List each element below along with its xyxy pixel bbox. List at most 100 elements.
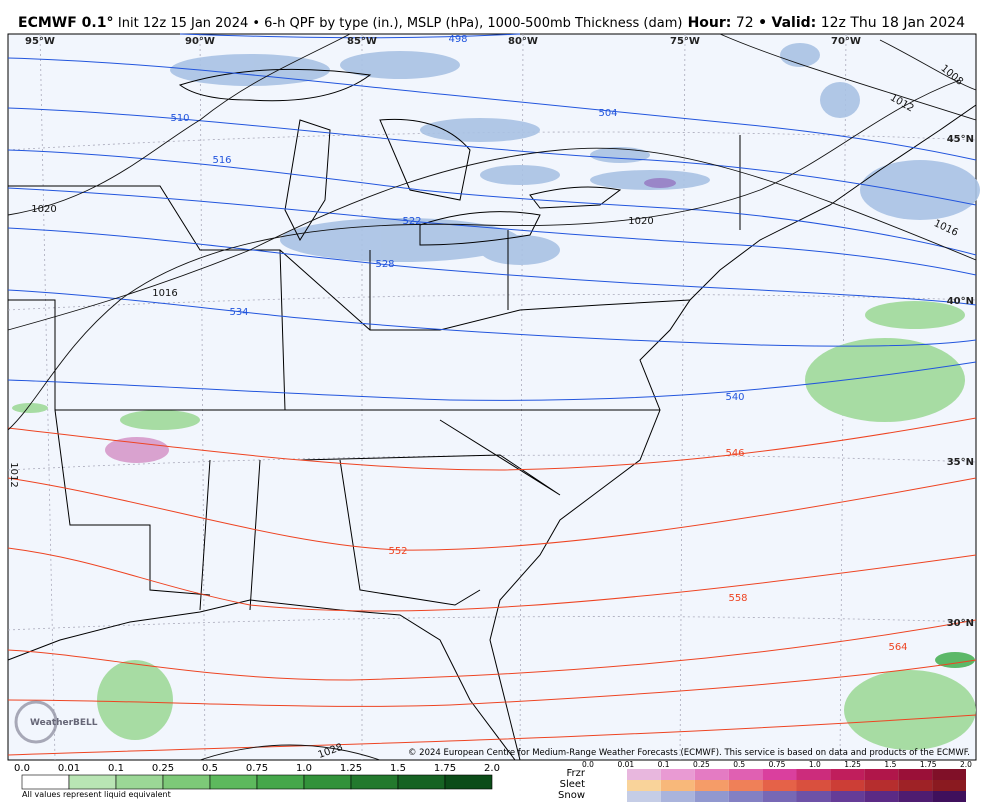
pressure-label: 1020 (31, 204, 56, 215)
mix-swatch (830, 780, 865, 791)
rain-swatch (397, 774, 446, 790)
type-label: Snow (558, 790, 585, 801)
model: ECMWF 0.1° (18, 15, 113, 31)
mix-swatch (898, 791, 933, 802)
mix-swatch (830, 791, 865, 802)
pressure-label: 1016 (152, 288, 177, 299)
legend-note: All values represent liquid equivalent (22, 790, 171, 799)
mix-swatch (796, 780, 831, 791)
type-label: Frzr (567, 768, 586, 779)
latitude-labels: 45°N 40°N 35°N 30°N (947, 134, 974, 629)
title: ECMWF 0.1° Init 12z 15 Jan 2024 • 6-h QP… (18, 15, 682, 31)
mix-swatch (762, 791, 797, 802)
lat-label: 40°N (947, 296, 974, 307)
rain-tick-label: 0.0 (14, 763, 30, 774)
lat-label: 30°N (947, 618, 974, 629)
mix-swatch (728, 791, 763, 802)
lon-label: 70°W (831, 36, 861, 47)
valid-label: Valid: (772, 15, 817, 31)
thickness-label: 504 (598, 108, 617, 119)
thickness-label: 540 (725, 392, 744, 403)
mix-tick-label: 0.25 (693, 760, 710, 769)
lon-label: 95°W (25, 36, 55, 47)
thickness-label: 510 (170, 113, 189, 124)
legend: All values represent liquid equivalent F… (14, 760, 972, 802)
thickness-label: 558 (728, 593, 747, 604)
logo: WeatherBELL (14, 700, 98, 744)
coastlines-borders (7, 68, 977, 761)
mix-swatch (694, 780, 729, 791)
separator: • (758, 15, 767, 31)
mix-swatch (830, 769, 865, 780)
type-label: Sleet (560, 779, 585, 790)
lat-label: 45°N (947, 134, 974, 145)
rain-tick-label: 0.5 (202, 763, 218, 774)
mix-swatch (627, 791, 661, 802)
mix-swatch (627, 769, 661, 780)
valid: 12z Thu 18 Jan 2024 (821, 15, 965, 31)
valid-info: Hour: 72 • Valid: 12z Thu 18 Jan 2024 (688, 15, 966, 31)
mix-tick-label: 0.75 (769, 760, 786, 769)
logo-text: WeatherBELL (30, 718, 98, 728)
rain-swatch (350, 774, 399, 790)
mix-swatch (660, 769, 695, 780)
mix-swatch (898, 780, 933, 791)
rain-tick-label: 2.0 (484, 763, 500, 774)
thickness-contours (7, 33, 977, 756)
lon-label: 80°W (508, 36, 538, 47)
hour: 72 (736, 15, 754, 31)
map: 95°W 90°W 85°W 80°W 75°W 70°W 45°N 40°N … (7, 33, 980, 761)
mix-swatch (660, 780, 695, 791)
rain-tick-label: 0.25 (152, 763, 174, 774)
thickness-label: 546 (725, 448, 744, 459)
mix-swatch (932, 780, 966, 791)
lon-label: 75°W (670, 36, 700, 47)
rain-tick-label: 1.5 (390, 763, 406, 774)
thickness-label: 564 (888, 642, 907, 653)
mix-swatch (660, 791, 695, 802)
rain-swatch (256, 774, 305, 790)
lon-label: 85°W (347, 36, 377, 47)
thickness-label: 516 (212, 155, 231, 166)
rain-swatch (21, 774, 70, 790)
mix-swatch (694, 791, 729, 802)
mix-swatch (796, 791, 831, 802)
mix-tick-label: 2.0 (960, 760, 972, 769)
rain-tick-label: 1.0 (296, 763, 312, 774)
mix-tick-label: 0.1 (658, 760, 670, 769)
precipitation (12, 43, 980, 750)
mix-swatch (728, 769, 763, 780)
mix-swatch (932, 769, 966, 780)
hour-label: Hour: (688, 15, 732, 31)
thickness-label: 534 (229, 307, 248, 318)
rain-swatch (68, 774, 117, 790)
mix-tick-label: 1.75 (920, 760, 937, 769)
thickness-label: 522 (402, 216, 421, 227)
credit: © 2024 European Centre for Medium-Range … (408, 748, 970, 758)
longitude-labels: 95°W 90°W 85°W 80°W 75°W 70°W (25, 36, 861, 47)
mix-tick-label: 1.25 (844, 760, 861, 769)
mix-tick-label: 1.5 (884, 760, 896, 769)
mix-tick-label: 0.0 (582, 760, 594, 769)
mix-swatch (898, 769, 933, 780)
mix-tick-label: 0.5 (733, 760, 745, 769)
rain-tick-label: 1.75 (434, 763, 456, 774)
mix-swatch (627, 780, 661, 791)
lat-label: 35°N (947, 457, 974, 468)
rain-tick-label: 0.75 (246, 763, 268, 774)
mix-swatch (864, 780, 899, 791)
thickness-label: 552 (388, 546, 407, 557)
mix-swatch (694, 769, 729, 780)
pressure-contours (7, 33, 977, 761)
rain-swatch (209, 774, 258, 790)
mix-swatch (864, 791, 899, 802)
header: ECMWF 0.1° Init 12z 15 Jan 2024 • 6-h QP… (18, 15, 965, 31)
rain-tick-label: 0.1 (108, 763, 124, 774)
mix-swatch (932, 791, 966, 802)
mix-swatch (762, 780, 797, 791)
mix-swatch (728, 780, 763, 791)
rain-tick-label: 1.25 (340, 763, 362, 774)
thickness-labels: 498 504 510 516 522 528 534 540 546 552 … (170, 34, 907, 653)
rain-tick-label: 0.01 (58, 763, 80, 774)
